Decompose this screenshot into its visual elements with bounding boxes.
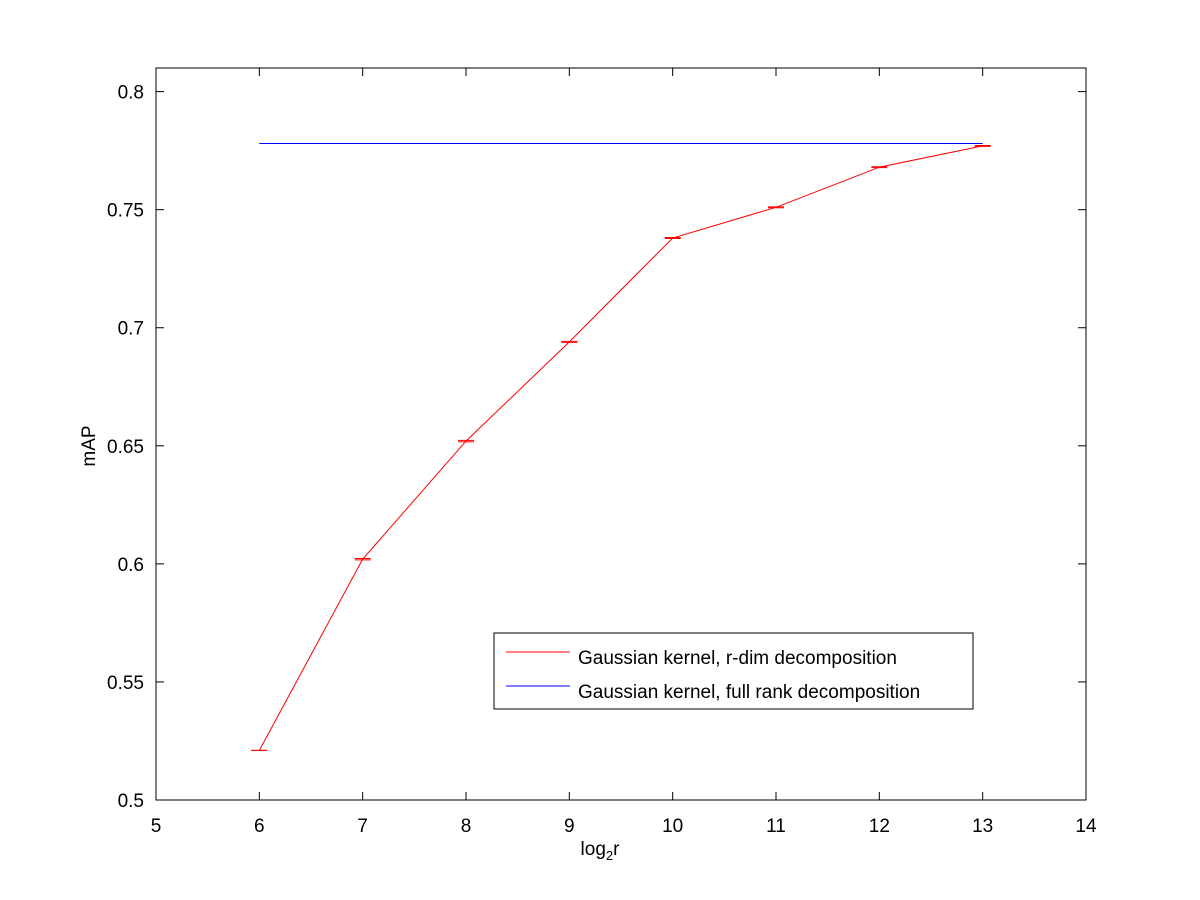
y-tick-label: 0.75 — [107, 201, 144, 222]
x-axis-label: log2r — [581, 839, 621, 863]
x-tick-label: 8 — [461, 816, 472, 837]
legend: Gaussian kernel, r-dim decomposition Gau… — [493, 632, 974, 710]
x-tick-label: 9 — [564, 816, 575, 837]
x-tick-label: 13 — [972, 816, 993, 837]
series-layer — [251, 143, 991, 751]
y-tick-label: 0.7 — [118, 319, 144, 340]
x-axis-label-tail: r — [613, 839, 620, 860]
ticks: 5 6 7 8 9 10 11 12 13 14 0.5 0.55 0.6 0.65 0.7 0.75 0.8 — [107, 68, 1097, 837]
legend-label-r-dim: Gaussian kernel, r-dim decomposition — [578, 648, 897, 669]
y-axis-label: mAP — [79, 425, 100, 466]
y-tick-label: 0.55 — [107, 673, 144, 694]
y-tick-label: 0.8 — [118, 83, 144, 104]
axes-frame — [155, 67, 1087, 801]
y-tick-label: 0.65 — [107, 437, 144, 458]
x-tick-label: 6 — [254, 816, 265, 837]
legend-label-full-rank: Gaussian kernel, full rank decomposition — [578, 682, 920, 703]
x-tick-label: 12 — [869, 816, 890, 837]
x-tick-label: 5 — [151, 816, 162, 837]
legend-box — [493, 632, 974, 710]
y-tick-label: 0.6 — [118, 555, 144, 576]
y-tick-label: 0.5 — [118, 791, 144, 812]
x-tick-label: 7 — [357, 816, 368, 837]
x-tick-label: 14 — [1075, 816, 1097, 837]
x-axis-label-subscript: 2 — [606, 848, 613, 863]
series-line-r-dim — [258, 145, 983, 751]
plot-area — [155, 67, 1087, 801]
x-tick-label: 10 — [662, 816, 683, 837]
x-axis-label-main: log — [581, 839, 606, 860]
x-tick-label: 11 — [766, 816, 786, 837]
